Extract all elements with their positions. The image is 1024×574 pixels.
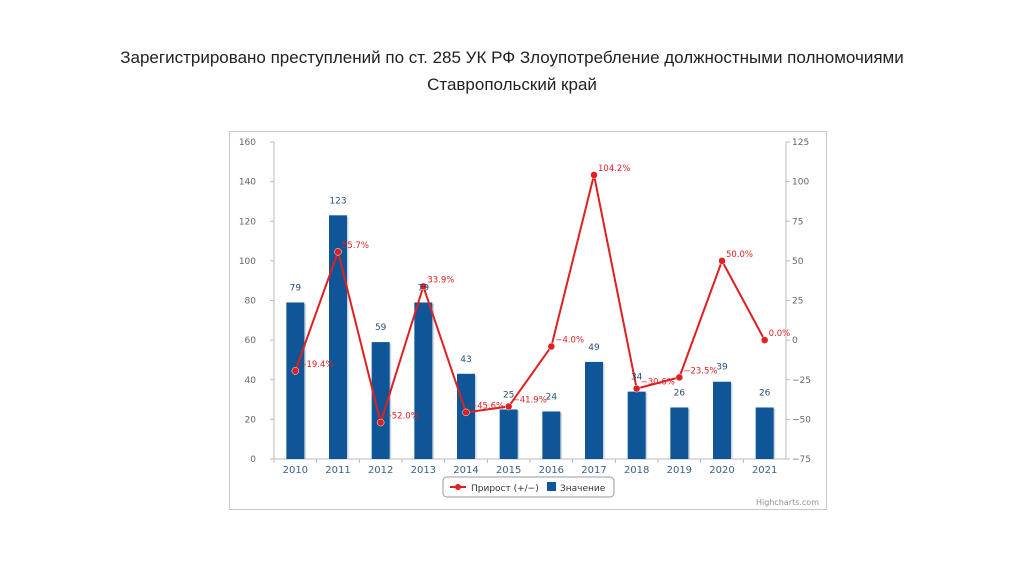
credits-link[interactable]: Highcharts.com [756, 498, 819, 507]
bar [286, 302, 305, 459]
bar-value-label: 24 [546, 392, 558, 402]
growth-point [675, 373, 684, 382]
bar [371, 342, 390, 459]
y-right-tick-label: −50 [792, 415, 811, 425]
y-right-tick-label: 75 [792, 217, 803, 227]
bar-value-label: 59 [375, 323, 387, 333]
y-left-tick-label: 160 [239, 138, 256, 148]
legend-item-value[interactable]: Значение [560, 484, 606, 494]
growth-label: −23.5% [683, 366, 717, 376]
x-tick-label: 2013 [411, 465, 436, 476]
y-left-tick-label: 20 [245, 415, 257, 425]
growth-point [632, 384, 641, 393]
growth-label: −30.6% [641, 378, 675, 388]
x-tick-label: 2011 [325, 465, 350, 476]
y-left-tick-label: 80 [245, 297, 257, 307]
growth-point [547, 342, 556, 351]
growth-label: −41.9% [513, 396, 547, 406]
y-right-tick-label: 25 [792, 297, 803, 307]
bar-value-label: 39 [716, 363, 728, 373]
y-left-tick-label: 40 [245, 376, 257, 386]
legend-line-marker [455, 484, 461, 490]
growth-label: −4.0% [555, 335, 584, 345]
y-right-tick-label: −25 [792, 376, 811, 386]
bar [713, 381, 731, 459]
bar-value-label: 79 [290, 283, 302, 293]
x-tick-label: 2016 [539, 465, 564, 476]
bar-value-label: 123 [329, 196, 346, 206]
growth-label: 104.2% [598, 164, 630, 174]
x-tick-label: 2010 [283, 465, 308, 476]
x-tick-label: 2020 [709, 465, 734, 476]
growth-line [294, 173, 766, 424]
slide-title-line-2: Ставропольский край [427, 75, 597, 94]
bar [457, 373, 475, 459]
growth-label: −45.6% [470, 401, 504, 411]
growth-point [760, 336, 769, 344]
growth-point [504, 402, 513, 411]
growth-point [462, 408, 470, 417]
y-left-tick-label: 60 [245, 336, 257, 346]
bar [499, 409, 518, 459]
legend-item-growth[interactable]: Прирост (+/−) [471, 484, 539, 494]
legend-box [442, 476, 615, 498]
bar [627, 391, 646, 459]
bar-value-label: 79 [418, 283, 430, 293]
y-left-tick-label: 140 [239, 178, 256, 188]
bar [670, 407, 689, 459]
y-right-tick-label: 125 [792, 138, 809, 148]
chart-legend[interactable]: Прирост (+/−) Значение [442, 476, 615, 498]
x-tick-label: 2021 [752, 465, 777, 476]
y-left-tick-label: 0 [250, 455, 256, 465]
y-left-tick-label: 100 [239, 257, 256, 267]
growth-point [590, 171, 598, 179]
legend-bar-symbol [547, 482, 556, 491]
y-left-tick-label: 120 [239, 217, 256, 227]
x-tick-label: 2018 [624, 465, 649, 476]
bar-series [286, 215, 776, 459]
bar [414, 302, 433, 459]
slide-title: Зарегистрировано преступлений по ст. 285… [0, 44, 1024, 98]
growth-label: 50.0% [726, 250, 753, 260]
chart-container: 0 20 40 60 80 100 120 140 160 −75 −50 −25 0 25 50 75 100… [229, 131, 827, 510]
bar-value-label: 49 [588, 343, 600, 353]
growth-label: 33.9% [427, 275, 454, 285]
data-labels: 79 123 59 79 43 25 24 49 34 26 39 26 −19.4% 55.7% −52.… [290, 164, 791, 422]
growth-label: −52.0% [385, 412, 419, 422]
x-tick-label: 2012 [368, 465, 393, 476]
bar [585, 361, 603, 459]
bar-value-label: 26 [759, 388, 771, 398]
growth-point [291, 367, 300, 375]
y-right-tick-label: 50 [792, 257, 804, 267]
slide-title-line-1: Зарегистрировано преступлений по ст. 285… [120, 48, 904, 67]
bar [755, 407, 774, 459]
x-tick-label: 2014 [453, 465, 478, 476]
y-right-tick-label: 100 [792, 178, 809, 188]
combo-chart: 0 20 40 60 80 100 120 140 160 −75 −50 −25 0 25 50 75 100… [239, 138, 819, 507]
bar-value-label: 34 [631, 373, 643, 383]
x-tick-label: 2015 [496, 465, 521, 476]
growth-label: −19.4% [299, 360, 333, 370]
x-tick-label: 2019 [667, 465, 692, 476]
bar [329, 215, 347, 459]
growth-label: 0.0% [769, 329, 791, 339]
growth-point [419, 282, 428, 291]
growth-point [376, 418, 385, 427]
x-tick-label: 2017 [581, 465, 606, 476]
y-right-tick-label: 0 [792, 336, 798, 346]
growth-label: 55.7% [342, 241, 369, 251]
y-right-tick-label: −75 [792, 455, 811, 465]
chart-axes: 0 20 40 60 80 100 120 140 160 −75 −50 −25 0 25 50 75 100… [239, 138, 811, 476]
bar-value-label: 25 [503, 390, 514, 400]
bar [542, 411, 561, 459]
bar-value-label: 43 [460, 355, 471, 365]
growth-point [718, 257, 726, 265]
line-series [291, 171, 769, 427]
growth-point [334, 248, 342, 256]
bar-value-label: 26 [674, 388, 686, 398]
